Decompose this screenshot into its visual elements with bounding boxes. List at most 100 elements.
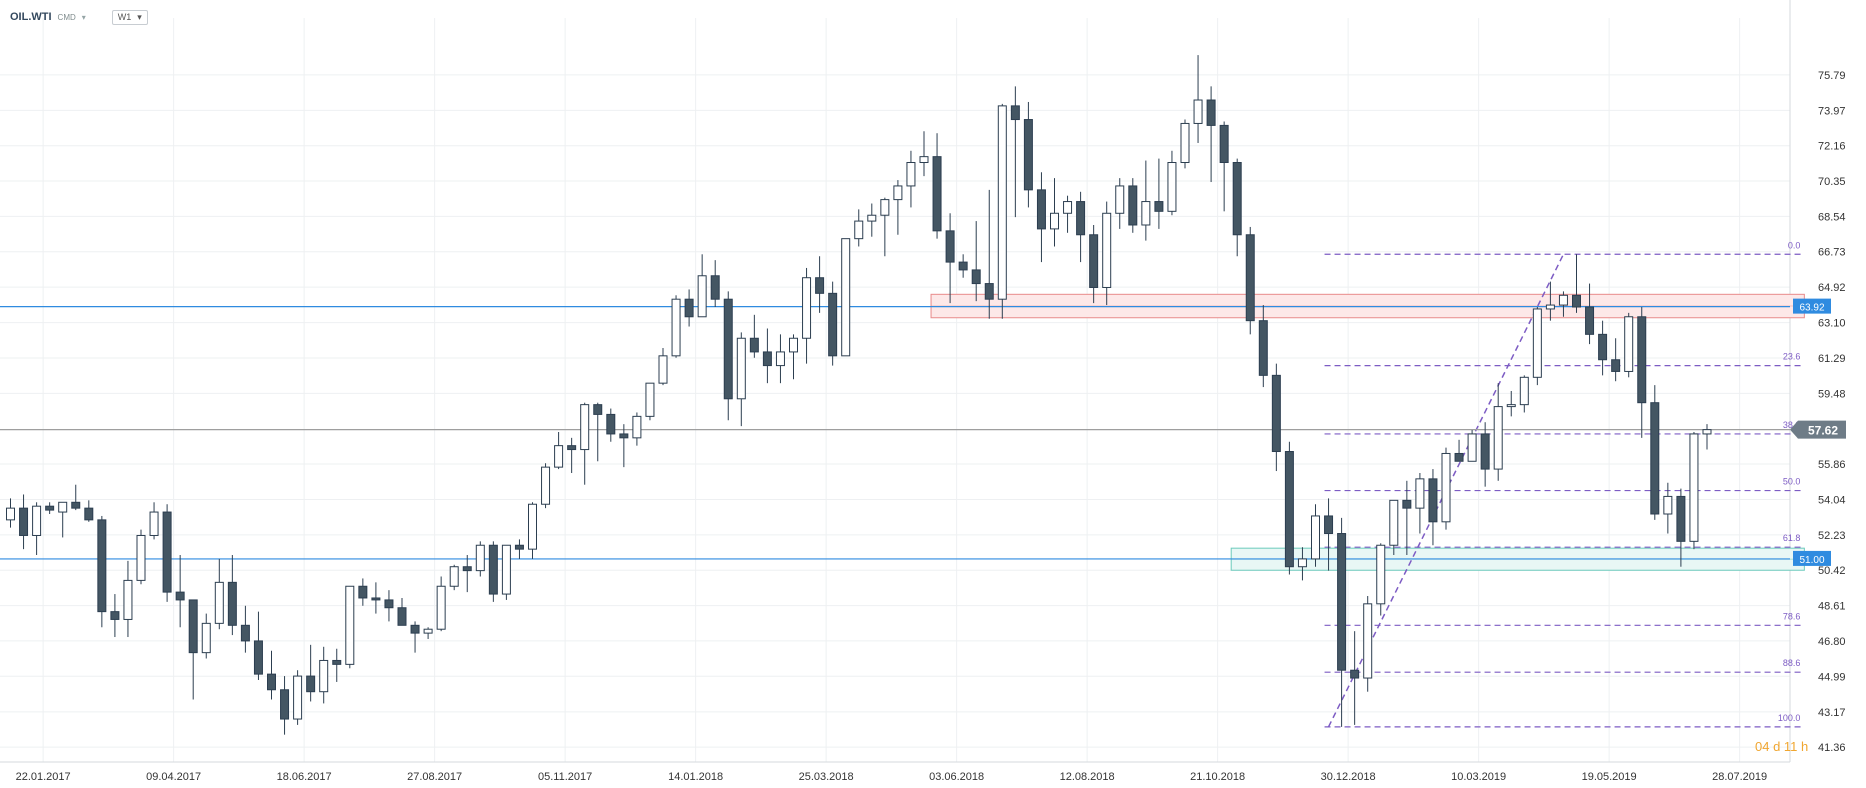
price-tick-label: 52.23 [1818,530,1846,542]
time-tick-label: 22.01.2017 [16,771,71,783]
candles [6,55,1712,735]
price-tick-label: 48.61 [1818,601,1846,613]
candle-bear [1650,402,1660,515]
candle-bear [1154,201,1164,212]
candle-bull [214,581,224,624]
fib-level-label: 100.0 [1778,713,1801,723]
time-tick-label: 27.08.2017 [407,771,462,783]
candle-bear [958,261,968,271]
candle-bull [1702,429,1712,435]
candle-bull [1311,515,1320,560]
time-tick-label: 30.12.2018 [1321,771,1376,783]
candle-bear [332,659,342,665]
price-tick-label: 68.54 [1818,211,1846,223]
fib-level-label: 78.6 [1783,611,1801,621]
candle-bull [501,544,511,595]
candle-bear [710,275,720,300]
candle-bull [1193,99,1203,124]
candle-bear [1219,124,1229,164]
candle-bull [1545,304,1555,310]
time-tick-label: 21.10.2018 [1190,771,1245,783]
candle-bear [240,624,250,642]
candle-bear [1089,234,1099,288]
candle-bull [775,351,785,367]
candle-bull [997,105,1007,300]
level-tag-51.00 [1793,550,1831,566]
price-tick-label: 44.99 [1818,671,1846,683]
timeframe-selector[interactable]: W1 ▾ [111,9,148,25]
time-tick-label: 14.01.2018 [668,771,723,783]
candle-bull [580,404,590,451]
price-tick-label: 41.36 [1818,742,1846,754]
candle-bull [906,162,916,187]
candle-bear [1454,452,1464,462]
candle-bear [1284,451,1294,568]
candle-bear [606,413,616,435]
level-tag-63.92 [1793,298,1831,314]
price-tick-label: 61.29 [1818,353,1846,365]
candle-bear [593,404,603,415]
fib-level-label: 23.6 [1783,352,1801,362]
candle-bull [1519,376,1529,406]
candle-bear [175,591,185,601]
candle-bear [749,337,759,353]
candle-bull [645,382,655,417]
time-tick-label: 19.05.2019 [1582,771,1637,783]
candle-bull [632,415,642,439]
candle-bull [1467,433,1477,462]
symbol-dropdown-chevron-icon[interactable]: ▾ [81,12,86,22]
time-tick-label: 03.06.2018 [929,771,984,783]
price-tick-label: 63.10 [1818,318,1846,330]
candle-bull [789,337,798,353]
symbol-label[interactable]: OIL.WTI [10,11,52,23]
candle-bear [684,298,694,318]
candle-bull [149,511,159,536]
candle-bear [358,585,368,599]
candle-bull [1532,308,1542,378]
candle-bull [1102,212,1112,288]
candle-bull [1389,499,1399,546]
time-tick-label: 28.07.2019 [1712,771,1767,783]
fib-level-label: 61.8 [1783,533,1801,543]
candle-bull [658,355,668,384]
candle-bear [619,433,629,439]
timeframe-label: W1 [117,11,132,22]
candle-bull [1063,201,1073,214]
candle-countdown-timer: 04 d 11 h [1755,739,1809,754]
candle-bear [162,511,172,593]
candle-bull [1115,185,1125,214]
candle-bear [1324,515,1334,535]
candle-bear [267,673,276,691]
candle-bull [697,275,707,318]
candle-bear [462,566,472,572]
candle-bear [71,501,81,509]
candle-bear [971,269,981,285]
candle-bear [45,505,55,511]
candle-bear [1010,105,1020,121]
candle-bull [1624,316,1634,372]
candle-bear [1480,433,1490,470]
candle-bull [528,503,537,550]
candle-bear [1245,234,1255,322]
candle-bull [475,544,485,572]
market-label: CMD [57,12,76,22]
candle-bull [201,622,211,654]
candle-bear [1128,185,1138,226]
price-tick-label: 72.16 [1818,141,1846,153]
candle-bull [423,628,433,634]
candle-bull [136,534,146,581]
candle-bear [815,277,825,294]
candle-bull [436,585,446,630]
candle-bear [97,519,107,613]
fib-level-label: 0.0 [1788,240,1801,250]
candle-bear [84,507,94,521]
candle-bull [1141,201,1151,226]
candle-bull [919,156,929,164]
candle-bear [1232,162,1242,236]
candle-bull [345,585,355,665]
candle-bear [1428,478,1438,523]
time-tick-label: 18.06.2017 [277,771,332,783]
candle-bull [854,220,864,240]
candle-bull [554,445,564,468]
